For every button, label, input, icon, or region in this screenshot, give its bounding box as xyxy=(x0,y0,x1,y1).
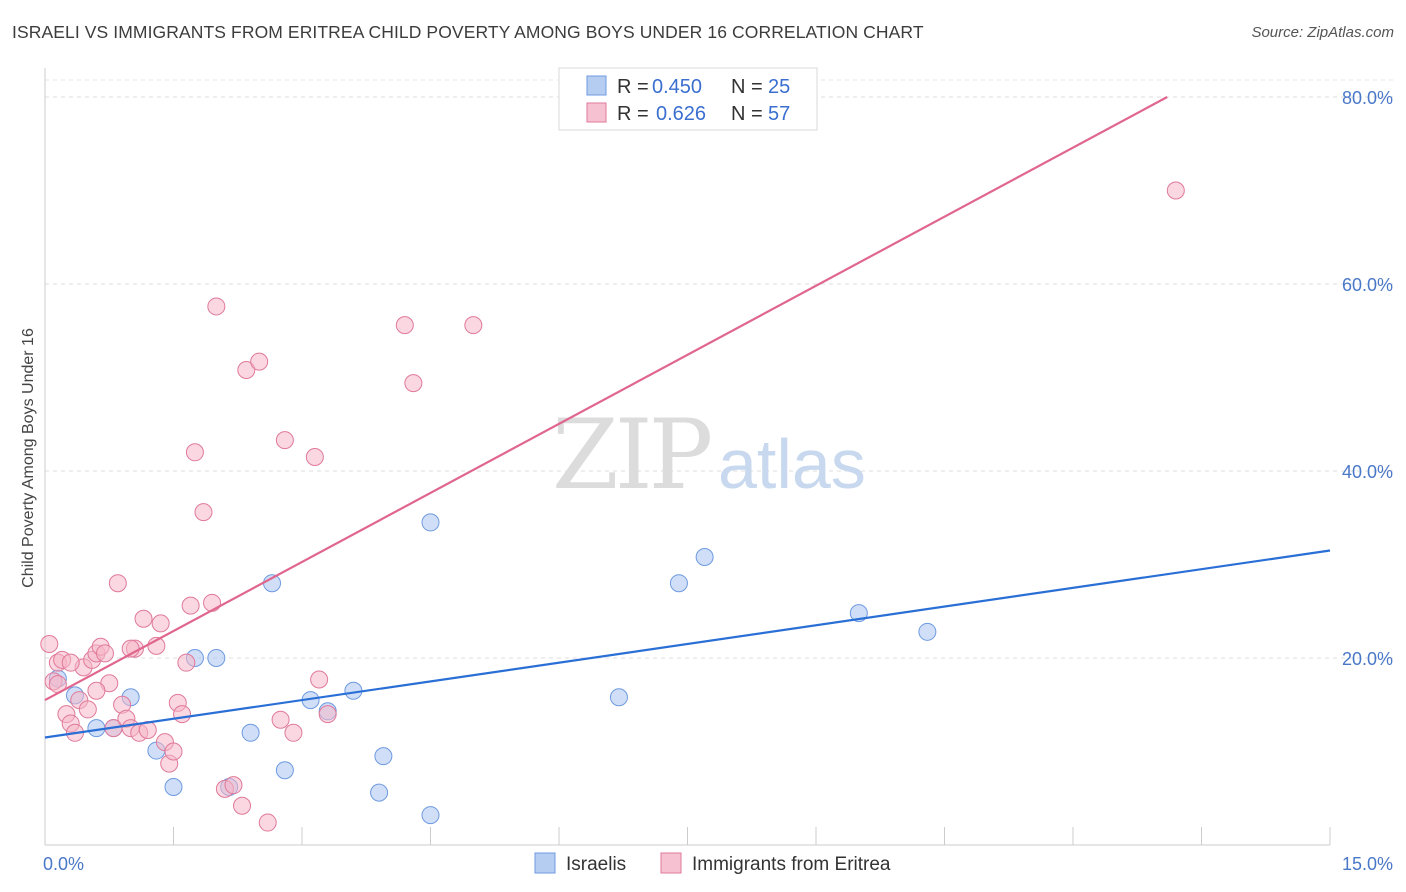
point-israelis xyxy=(918,622,937,641)
point-israelis xyxy=(421,806,440,825)
point-israelis xyxy=(669,574,688,593)
point-eritrea xyxy=(181,596,200,615)
legend-swatch-israelis xyxy=(586,75,607,96)
watermark-atlas: atlas xyxy=(718,425,866,503)
x-tick-label: 0.0% xyxy=(43,854,84,874)
bottom-legend-swatch-israelis xyxy=(534,852,556,874)
point-eritrea xyxy=(194,503,213,522)
y-tick-labels: 20.0% 40.0% 60.0% 80.0% xyxy=(1342,88,1393,669)
point-eritrea xyxy=(173,705,192,724)
point-eritrea xyxy=(310,670,329,689)
point-eritrea xyxy=(61,653,80,672)
trend-lines xyxy=(44,96,1331,739)
legend-n-label: N = xyxy=(731,103,763,125)
point-eritrea xyxy=(318,705,337,724)
point-eritrea xyxy=(258,813,277,832)
y-axis-label: Child Poverty Among Boys Under 16 xyxy=(20,328,37,588)
watermark: ZIP atlas xyxy=(552,399,866,511)
data-points xyxy=(40,181,1185,832)
legend-r-label: R = xyxy=(617,103,649,125)
chart-title: ISRAELI VS IMMIGRANTS FROM ERITREA CHILD… xyxy=(12,22,924,42)
point-eritrea xyxy=(224,776,243,795)
point-eritrea xyxy=(203,593,222,612)
watermark-zip: ZIP xyxy=(552,399,711,511)
point-eritrea xyxy=(305,447,324,466)
legend-box: R = 0.450 N = 25 R = 0.626 N = 57 xyxy=(558,67,818,131)
point-eritrea xyxy=(207,297,226,316)
legend-n-value: 57 xyxy=(768,103,790,125)
point-eritrea xyxy=(404,374,423,393)
y-tick-label: 80.0% xyxy=(1342,88,1393,108)
trend-line-eritrea xyxy=(44,96,1168,702)
point-israelis xyxy=(275,761,294,780)
point-israelis xyxy=(207,649,226,667)
point-eritrea xyxy=(237,361,256,380)
bottom-legend-eritrea: Immigrants from Eritrea xyxy=(692,854,891,875)
point-eritrea xyxy=(134,609,153,628)
legend-r-label: R = xyxy=(617,76,649,98)
point-eritrea xyxy=(87,681,106,700)
chart-source: Source: ZipAtlas.com xyxy=(1251,24,1394,41)
bottom-legend-israelis: Israelis xyxy=(566,854,626,875)
point-eritrea xyxy=(233,796,252,815)
point-eritrea xyxy=(185,443,204,462)
point-eritrea xyxy=(275,431,294,450)
y-tick-label: 20.0% xyxy=(1342,649,1393,669)
point-israelis xyxy=(164,778,183,797)
point-israelis xyxy=(241,723,260,742)
point-eritrea xyxy=(108,574,127,593)
point-eritrea xyxy=(164,742,183,761)
point-eritrea xyxy=(40,634,59,653)
point-israelis xyxy=(374,747,393,766)
point-eritrea xyxy=(95,644,114,663)
y-tick-label: 60.0% xyxy=(1342,275,1393,295)
point-israelis xyxy=(695,548,714,567)
legend-n-label: N = xyxy=(731,76,763,98)
point-eritrea xyxy=(151,614,170,633)
point-israelis xyxy=(370,783,389,802)
legend-swatch-eritrea xyxy=(586,102,607,123)
point-eritrea xyxy=(250,352,269,371)
point-israelis xyxy=(609,688,628,707)
x-tick-label: 15.0% xyxy=(1342,854,1393,874)
x-tick-labels: 0.0% 15.0% xyxy=(43,854,1393,874)
trend-line-israelis xyxy=(44,549,1331,739)
point-eritrea xyxy=(395,316,414,335)
point-eritrea xyxy=(1166,181,1185,200)
legend-r-value: 0.626 xyxy=(656,103,706,125)
y-tick-label: 40.0% xyxy=(1342,462,1393,482)
legend-r-value: 0.450 xyxy=(652,76,702,98)
bottom-legend-swatch-eritrea xyxy=(660,852,682,874)
point-eritrea xyxy=(177,653,196,672)
point-eritrea xyxy=(78,700,97,719)
point-eritrea xyxy=(464,316,483,335)
legend-n-value: 25 xyxy=(768,76,790,98)
point-eritrea xyxy=(271,710,290,729)
bottom-legend: Israelis Immigrants from Eritrea xyxy=(534,852,891,875)
point-eritrea xyxy=(284,723,303,742)
point-israelis xyxy=(421,513,440,532)
axes xyxy=(44,68,1331,846)
